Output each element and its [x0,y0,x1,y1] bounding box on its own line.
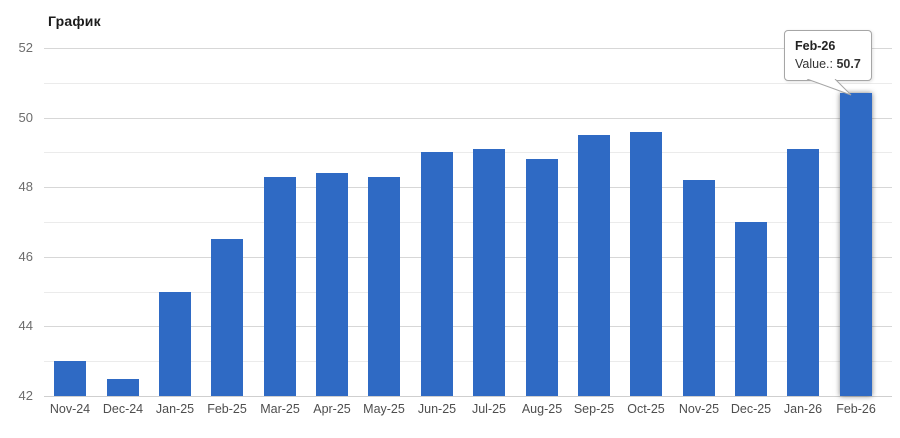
bar-oct-25[interactable] [630,132,662,396]
tooltip-tail-icon [806,79,852,96]
bar-jun-25[interactable] [421,152,453,396]
gridline-major [44,187,892,188]
x-tick-label: Jan-26 [783,402,823,416]
y-tick-label: 42 [18,388,33,403]
bar-jul-25[interactable] [473,149,505,396]
chart-title: График [48,13,101,29]
bar-dec-24[interactable] [107,379,139,396]
tooltip-value-label: Value.: [795,57,833,72]
x-tick-label: Dec-24 [102,402,144,416]
x-tick-label: Jun-25 [417,402,457,416]
bar-nov-24[interactable] [54,361,86,396]
bar-aug-25[interactable] [526,159,558,396]
x-axis-line [44,396,892,397]
gridline-major [44,257,892,258]
x-tick-label: Mar-25 [260,402,300,416]
bar-may-25[interactable] [368,177,400,396]
gridline-minor [44,152,892,153]
x-tick-label: Dec-25 [730,402,772,416]
bar-dec-25[interactable] [735,222,767,396]
x-tick-label: Oct-25 [627,402,665,416]
bar-jan-26[interactable] [787,149,819,396]
bar-sep-25[interactable] [578,135,610,396]
gridline-major [44,118,892,119]
tooltip-value: 50.7 [836,57,861,72]
gridline-minor [44,83,892,84]
x-tick-label: Jul-25 [471,402,507,416]
x-tick-label: Feb-25 [207,402,247,416]
bar-feb-25[interactable] [211,239,243,396]
tooltip-title: Feb-26 [795,39,836,53]
x-tick-label: Aug-25 [521,402,563,416]
bar-jan-25[interactable] [159,292,191,396]
bar-feb-26[interactable] [840,93,872,396]
plot-area [44,48,892,397]
bar-mar-25[interactable] [264,177,296,396]
x-tick-label: Feb-26 [836,402,876,416]
y-tick-label: 48 [18,179,33,194]
tooltip: Feb-26 Value.: 50.7 [784,30,872,96]
x-tick-label: May-25 [363,402,405,416]
y-tick-label: 50 [18,110,33,125]
x-tick-label: Apr-25 [313,402,351,416]
gridline-minor [44,361,892,362]
gridline-major [44,48,892,49]
x-tick-label: Jan-25 [155,402,195,416]
y-tick-label: 46 [18,249,33,264]
gridline-minor [44,292,892,293]
x-tick-label: Nov-25 [678,402,720,416]
gridline-major [44,326,892,327]
y-tick-label: 52 [18,40,33,55]
bar-apr-25[interactable] [316,173,348,396]
x-tick-label: Nov-24 [49,402,91,416]
y-tick-label: 44 [18,318,33,333]
bar-nov-25[interactable] [683,180,715,396]
x-tick-label: Sep-25 [573,402,615,416]
tooltip-value-line: Value.: 50.7 [795,55,861,73]
gridline-minor [44,222,892,223]
